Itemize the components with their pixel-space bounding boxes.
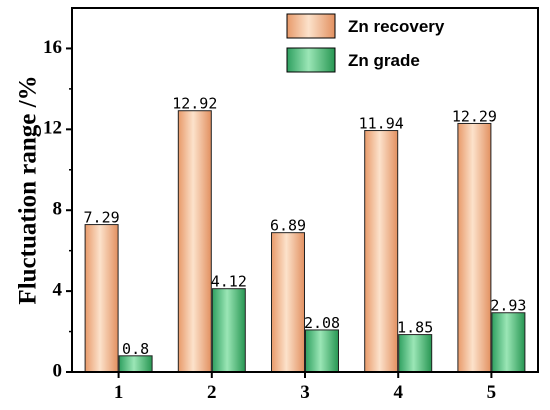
legend-label-zn-recovery: Zn recovery <box>348 17 445 36</box>
x-tick-label-3: 3 <box>300 382 310 403</box>
data-label-zn-recovery-5: 12.29 <box>452 107 497 125</box>
x-tick-label-4: 4 <box>393 382 403 403</box>
x-tick-label-5: 5 <box>487 382 497 403</box>
bar-zn-recovery-4 <box>364 130 399 373</box>
y-tick-label-8: 8 <box>53 199 63 220</box>
x-tick-label-1: 1 <box>114 382 124 403</box>
data-label-zn-recovery-1: 7.29 <box>84 209 120 227</box>
data-label-zn-grade-4: 1.85 <box>397 319 433 337</box>
bar-zn-grade-5 <box>491 312 526 373</box>
data-label-zn-grade-2: 4.12 <box>211 273 247 291</box>
bar-zn-grade-4 <box>398 334 433 373</box>
bar-zn-recovery-5 <box>457 122 492 373</box>
bar-zn-recovery-3 <box>271 232 305 373</box>
data-label-zn-grade-5: 2.93 <box>490 297 526 315</box>
legend-label-zn-grade: Zn grade <box>348 51 420 70</box>
data-label-zn-grade-3: 2.08 <box>304 314 340 332</box>
legend-swatch-zn-recovery <box>286 13 336 39</box>
y-tick-label-16: 16 <box>43 37 62 58</box>
data-labels-group: 7.29 0.8 12.92 4.12 6.89 2.08 11.94 1.85 12.29 2.… <box>84 95 527 358</box>
bar-zn-grade-3 <box>305 329 339 373</box>
bar-zn-grade-1 <box>118 355 153 373</box>
x-tick-label-2: 2 <box>207 382 217 403</box>
bar-zn-grade-2 <box>211 288 246 373</box>
y-axis-title: Fluctuation range /% <box>15 75 42 304</box>
data-label-zn-recovery-2: 12.92 <box>172 95 217 113</box>
data-label-zn-recovery-3: 6.89 <box>270 217 306 235</box>
data-label-zn-recovery-4: 11.94 <box>359 115 404 133</box>
bar-zn-recovery-2 <box>177 110 212 373</box>
y-tick-label-4: 4 <box>53 279 63 300</box>
y-axis: 0 4 8 12 16 <box>43 37 72 381</box>
legend: Zn recovery Zn grade <box>286 13 445 73</box>
data-label-zn-grade-1: 0.8 <box>122 340 149 358</box>
bar-zn-recovery-1 <box>84 224 119 373</box>
y-tick-label-12: 12 <box>43 118 62 139</box>
y-tick-label-0: 0 <box>53 360 63 381</box>
bars-group <box>84 110 526 373</box>
x-axis: 1 2 3 4 5 <box>114 372 496 403</box>
legend-swatch-zn-grade <box>286 47 336 73</box>
